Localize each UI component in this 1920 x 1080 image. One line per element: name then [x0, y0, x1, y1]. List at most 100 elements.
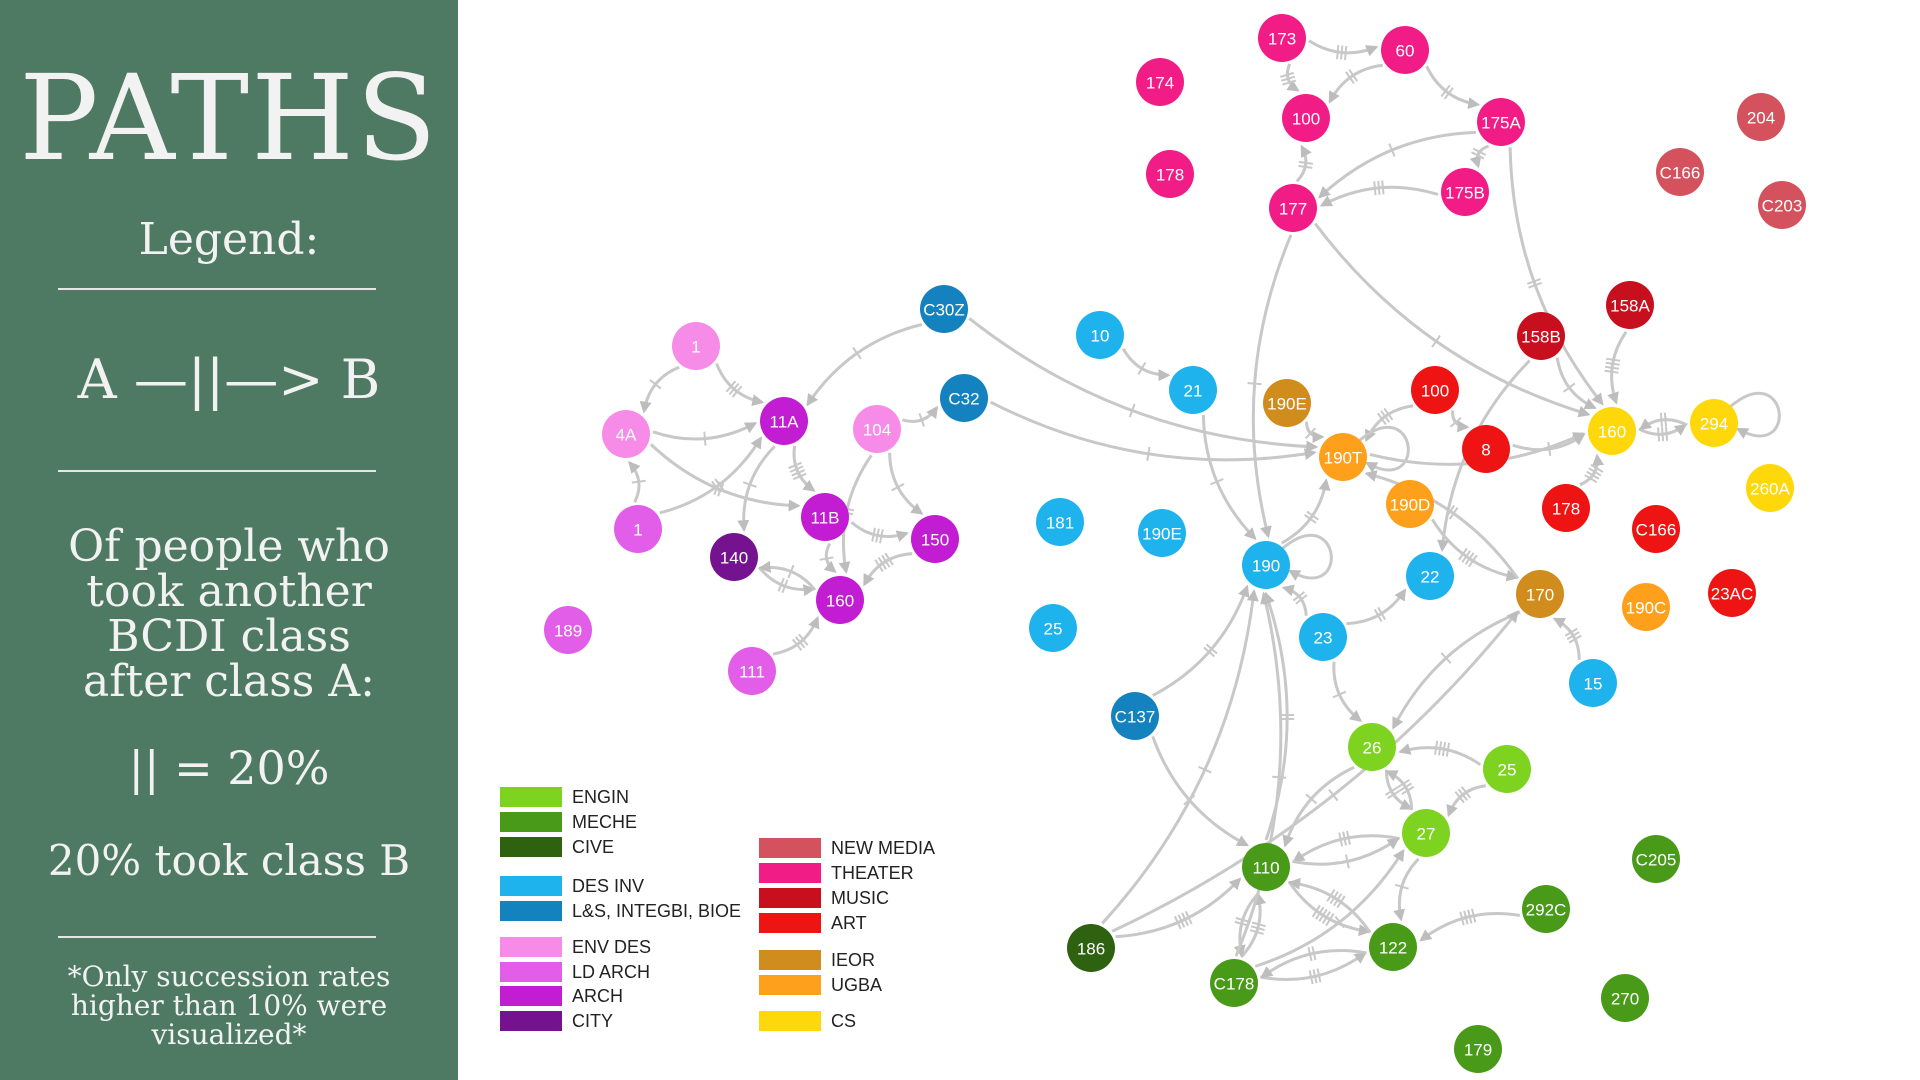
node-label: 25 — [1498, 761, 1517, 780]
edge-tick — [742, 481, 757, 488]
node-label: C137 — [1115, 708, 1156, 727]
edge-tick — [1304, 513, 1317, 524]
node-label: 22 — [1421, 568, 1440, 587]
edge-tick — [1315, 906, 1325, 920]
edge-tick — [1332, 690, 1347, 699]
edge-tick — [1454, 791, 1465, 804]
edge-tick — [703, 431, 707, 446]
node-circle — [1406, 552, 1454, 600]
edge-tick — [1448, 507, 1459, 520]
node-circle — [1542, 484, 1590, 532]
edge-me122-to-meC178 — [1260, 949, 1367, 979]
sidebar-panel: PATHS Legend: A —||—> B Of people who to… — [0, 0, 458, 1080]
edge-ce186-to-ie170 — [1111, 610, 1519, 933]
edge-tick — [1342, 831, 1348, 846]
edge-tick — [1440, 652, 1452, 664]
edge-tick — [1586, 470, 1600, 480]
node-label: 8 — [1481, 441, 1490, 460]
edge-di23-to-di190 — [1281, 584, 1308, 616]
node-circle — [1348, 723, 1396, 771]
edge-tick — [1528, 281, 1543, 289]
node-label: 186 — [1077, 940, 1105, 959]
edge-ed1a-to-ed4A — [639, 365, 680, 414]
node-circle — [940, 374, 988, 422]
node-ie190E: 190E — [1263, 379, 1311, 427]
node-circle — [1282, 94, 1330, 142]
node-label: 190 — [1252, 557, 1280, 576]
node-label: 190C — [1626, 599, 1667, 618]
edge-tick — [1604, 369, 1619, 374]
legend-swatch — [759, 1011, 821, 1031]
legend-label: IEOR — [831, 950, 875, 970]
edge-tick — [1464, 552, 1475, 565]
node-ld1b: 1 — [614, 505, 662, 553]
edge-tick — [798, 633, 809, 646]
edge-ed4A-to-ac11B — [649, 443, 801, 512]
legend-swatch — [500, 812, 562, 832]
node-label: 4A — [616, 426, 637, 445]
edge-lsC137-to-me110 — [1151, 735, 1250, 847]
node-circle — [672, 322, 720, 370]
edge-tick — [714, 478, 725, 491]
node-circle — [1737, 93, 1785, 141]
edge-tick — [1205, 643, 1218, 655]
edge-di190-to-di190 — [1281, 533, 1333, 581]
node-circle — [1299, 613, 1347, 661]
node-label: 189 — [554, 622, 582, 641]
edge-tick — [791, 638, 803, 651]
node-circle — [1369, 923, 1417, 971]
edge-tick — [781, 579, 789, 594]
page-title: PATHS — [19, 49, 439, 187]
node-cs160: 160 — [1588, 407, 1636, 455]
edge-me110-to-di190 — [1263, 591, 1289, 841]
node-label: 170 — [1526, 586, 1554, 605]
node-label: 175A — [1481, 114, 1521, 133]
edge-tick — [1468, 554, 1478, 568]
node-label: 190E — [1267, 395, 1307, 414]
edge-tick — [789, 465, 804, 473]
edge-tick — [1663, 412, 1667, 427]
node-mu158B: 158B — [1517, 312, 1565, 360]
edge-tick — [1336, 895, 1346, 909]
node-label: 104 — [863, 421, 891, 440]
edge-ed1a-to-ac11A — [715, 362, 765, 407]
legend-swatch — [759, 975, 821, 995]
edge-ug190D-to-ie170 — [1430, 518, 1519, 582]
edge-mu158A-to-cs160 — [1607, 330, 1628, 405]
node-ld111: 111 — [728, 647, 776, 695]
legend-label: UGBA — [831, 975, 882, 995]
node-th60: 60 — [1381, 26, 1429, 74]
node-circle — [1136, 58, 1184, 106]
edge-tick — [728, 383, 740, 395]
node-label: 23AC — [1711, 585, 1754, 604]
legend-swatch — [500, 1011, 562, 1031]
edge-tick — [1605, 361, 1620, 366]
edge-ar100-to-ug190T — [1365, 404, 1414, 443]
node-th173: 173 — [1258, 14, 1306, 62]
divider — [58, 936, 376, 938]
node-circle — [1483, 745, 1531, 793]
node-circle — [1632, 835, 1680, 883]
node-label: 10 — [1091, 327, 1110, 346]
edge-tick — [1373, 608, 1383, 623]
node-ac11A: 11A — [760, 397, 808, 445]
node-label: 110 — [1252, 859, 1279, 878]
edge-di190-to-ug190T — [1280, 478, 1331, 545]
node-label: 122 — [1379, 939, 1407, 958]
node-circle — [920, 285, 968, 333]
node-ar23AC: 23AC — [1708, 569, 1756, 617]
node-label: 140 — [720, 549, 748, 568]
legend-label: ENV DES — [572, 937, 651, 957]
edge-tick — [1526, 278, 1541, 285]
edge-ce186-to-di190 — [1101, 588, 1259, 925]
node-circle — [710, 533, 758, 581]
node-label: C205 — [1636, 851, 1677, 870]
edge-tick — [1659, 412, 1663, 427]
node-arC166: C166 — [1632, 505, 1680, 553]
node-cs294: 294 — [1690, 399, 1738, 447]
edge-lsC30Z-to-ac11A — [806, 323, 923, 407]
legend-swatch — [759, 913, 821, 933]
edge-tick — [877, 556, 888, 570]
edge-tick — [1401, 785, 1415, 796]
